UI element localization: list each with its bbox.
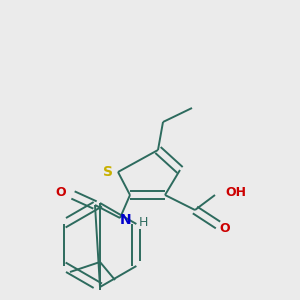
Text: S: S [103, 165, 113, 179]
Text: N: N [120, 213, 132, 227]
Text: O: O [220, 223, 230, 236]
Text: H: H [138, 215, 148, 229]
Text: OH: OH [225, 185, 246, 199]
Text: O: O [56, 185, 66, 199]
